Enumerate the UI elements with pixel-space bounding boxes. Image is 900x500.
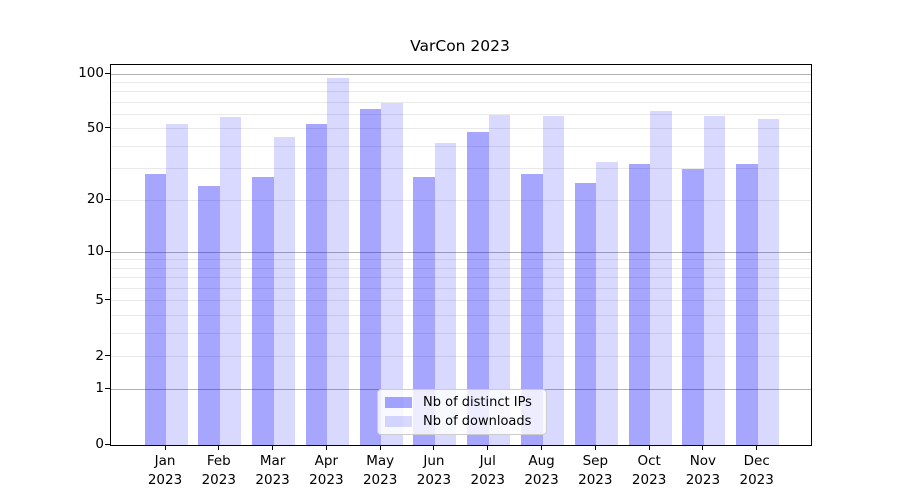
x-tick-mark xyxy=(648,446,650,450)
y-tick-label: 100 xyxy=(78,65,104,81)
x-tick-mark xyxy=(218,446,220,450)
bar-downloads-jun xyxy=(434,142,457,445)
bar-downloads-dec xyxy=(757,118,780,445)
minor-gridline xyxy=(111,81,811,83)
y-tick-mark xyxy=(105,198,110,200)
y-tick-mark xyxy=(105,299,110,301)
minor-gridline xyxy=(111,128,811,130)
x-tick-mark xyxy=(541,446,543,450)
plot-area xyxy=(110,64,812,446)
bar-downloads-jul xyxy=(488,114,511,445)
x-tick-mark xyxy=(594,446,596,450)
x-tick-mark xyxy=(325,446,327,450)
legend-swatch-downloads-icon xyxy=(385,416,412,427)
legend-swatch-distinct-ips-icon xyxy=(385,397,412,408)
legend-item-distinct-ips: Nb of distinct IPs xyxy=(385,394,538,411)
bar-distinct-ips-oct xyxy=(628,163,651,445)
minor-gridline xyxy=(111,356,811,358)
x-tick-mark xyxy=(164,446,166,450)
x-tick-label: Aug 2023 xyxy=(524,453,559,488)
bar-distinct-ips-nov xyxy=(682,168,704,445)
x-tick-label: Nov 2023 xyxy=(685,453,721,488)
legend: Nb of distinct IPs Nb of downloads xyxy=(377,389,547,435)
y-tick-label: 2 xyxy=(95,347,104,364)
x-tick-label: Oct 2023 xyxy=(631,453,667,488)
y-tick-mark xyxy=(105,355,110,357)
bar-distinct-ips-feb xyxy=(198,186,220,445)
y-tick-label: 10 xyxy=(86,243,104,260)
bar-downloads-feb xyxy=(219,117,242,445)
minor-gridline xyxy=(111,259,811,261)
x-tick-mark xyxy=(272,446,274,450)
minor-gridline xyxy=(111,145,811,147)
legend-item-downloads: Nb of downloads xyxy=(385,413,538,430)
x-tick-mark xyxy=(487,446,489,450)
bar-downloads-apr xyxy=(327,78,349,445)
bar-downloads-mar xyxy=(273,137,296,445)
y-tick-label: 50 xyxy=(86,119,104,136)
minor-gridline xyxy=(111,168,811,170)
x-tick-label: Jan 2023 xyxy=(147,453,183,488)
x-tick-label: Dec 2023 xyxy=(739,453,774,488)
bar-downloads-nov xyxy=(703,115,726,445)
x-tick-label: Jun 2023 xyxy=(416,453,452,488)
x-tick-label: Feb 2023 xyxy=(201,453,236,488)
minor-gridline xyxy=(111,333,811,335)
minor-gridline xyxy=(111,114,811,116)
minor-gridline xyxy=(111,300,811,302)
bar-distinct-ips-jul xyxy=(467,132,489,445)
x-tick-label: Jul 2023 xyxy=(470,453,505,488)
y-tick-mark xyxy=(105,250,110,252)
legend-label-downloads: Nb of downloads xyxy=(423,414,532,429)
bar-distinct-ips-aug xyxy=(521,174,543,445)
bar-distinct-ips-apr xyxy=(305,124,328,445)
bar-distinct-ips-may xyxy=(359,109,382,445)
bar-distinct-ips-jan xyxy=(144,174,166,445)
bar-distinct-ips-sep xyxy=(574,183,597,445)
x-tick-label: Mar 2023 xyxy=(255,453,290,488)
x-tick-mark xyxy=(379,446,381,450)
x-tick-label: Apr 2023 xyxy=(309,453,344,488)
bar-distinct-ips-dec xyxy=(736,163,758,445)
y-tick-label: 5 xyxy=(95,291,104,308)
minor-gridline xyxy=(111,267,811,269)
bar-downloads-may xyxy=(381,103,403,445)
x-tick-label: May 2023 xyxy=(362,453,398,488)
x-tick-mark xyxy=(702,446,704,450)
minor-gridline xyxy=(111,315,811,317)
y-tick-label: 20 xyxy=(86,191,104,208)
y-tick-label: 1 xyxy=(95,380,104,397)
bar-downloads-aug xyxy=(542,115,565,445)
bar-downloads-oct xyxy=(650,110,672,445)
bar-distinct-ips-mar xyxy=(252,177,274,445)
decade-gridline xyxy=(111,73,811,75)
minor-gridline xyxy=(111,277,811,279)
x-tick-label: Sep 2023 xyxy=(578,453,613,488)
legend-label-distinct-ips: Nb of distinct IPs xyxy=(423,395,532,410)
x-tick-mark xyxy=(433,446,435,450)
x-tick-mark xyxy=(756,446,758,450)
y-tick-label: 0 xyxy=(95,436,104,452)
minor-gridline xyxy=(111,199,811,201)
bar-distinct-ips-jun xyxy=(413,177,435,445)
y-tick-mark xyxy=(105,72,110,74)
minor-gridline xyxy=(111,288,811,290)
bar-downloads-jan xyxy=(166,124,188,445)
y-tick-mark xyxy=(105,127,110,129)
bar-downloads-sep xyxy=(596,161,618,445)
chart-title: VarCon 2023 xyxy=(410,37,510,55)
minor-gridline xyxy=(111,91,811,93)
minor-gridline xyxy=(111,101,811,103)
decade-gridline xyxy=(111,251,811,253)
y-tick-mark xyxy=(105,443,110,445)
y-tick-mark xyxy=(105,387,110,389)
